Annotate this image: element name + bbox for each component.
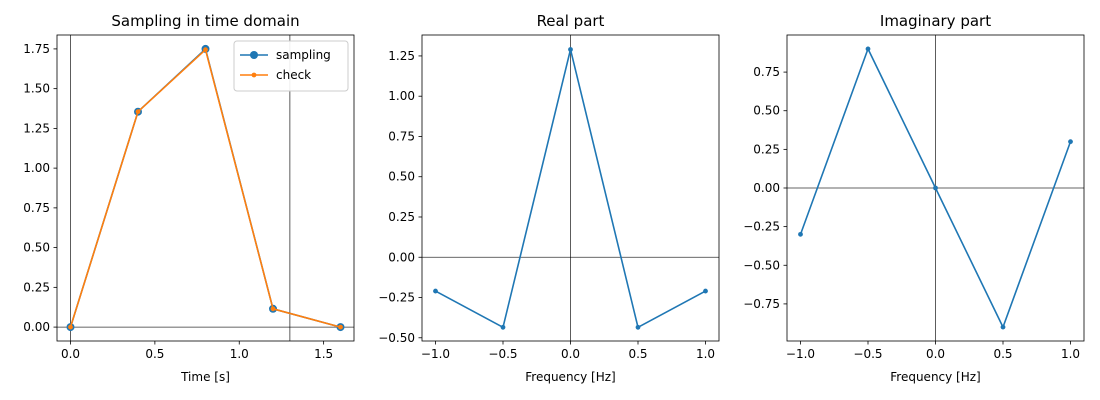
y-tick-label: 0.25	[753, 142, 780, 156]
data-point	[703, 288, 708, 294]
x-tick-label: 1.0	[230, 347, 249, 361]
data-point	[1068, 139, 1073, 145]
y-tick-label: −0.25	[743, 220, 780, 234]
y-tick-label: 0.75	[23, 201, 50, 215]
y-tick-label: 0.00	[753, 181, 780, 195]
x-tick-label: −0.5	[853, 347, 882, 361]
x-tick-label: 1.0	[1061, 347, 1080, 361]
legend-box	[233, 40, 349, 92]
y-tick-label: 1.75	[23, 42, 50, 56]
x-axis-label: Frequency [Hz]	[890, 370, 981, 384]
x-tick-label: 0.5	[993, 347, 1012, 361]
x-axis-label: Time [s]	[180, 370, 230, 384]
data-point	[568, 47, 573, 52]
data-point	[635, 324, 641, 330]
x-tick-label: 1.0	[696, 347, 715, 361]
y-tick-label: 0.00	[388, 250, 415, 264]
y-tick-label: −0.50	[743, 258, 780, 272]
data-point	[500, 324, 506, 330]
y-tick-label: 1.00	[23, 161, 50, 175]
x-tick-label: 0.5	[628, 347, 647, 361]
y-tick-label: 0.25	[388, 210, 415, 224]
x-axis-label: Frequency [Hz]	[525, 370, 616, 384]
y-tick-label: 1.50	[23, 82, 50, 96]
x-tick-label: 0.5	[145, 347, 164, 361]
y-tick-label: −0.75	[743, 297, 780, 311]
data-point	[933, 185, 938, 191]
y-tick-label: 1.25	[388, 49, 415, 63]
y-tick-label: 0.75	[753, 65, 780, 79]
axes-frame	[56, 34, 355, 342]
y-tick-label: 0.50	[388, 170, 415, 184]
y-tick-label: 0.25	[23, 280, 50, 294]
legend-label: sampling	[276, 48, 331, 62]
x-tick-label: 0.0	[561, 347, 580, 361]
legend-label: check	[276, 68, 311, 82]
y-tick-label: 1.25	[23, 121, 50, 135]
data-point	[433, 288, 438, 294]
legend-swatch-marker	[251, 72, 257, 78]
chart-title: Sampling in time domain	[111, 12, 299, 30]
data-point	[798, 231, 803, 237]
y-tick-label: −0.50	[378, 331, 415, 345]
y-tick-label: −0.25	[378, 291, 415, 305]
data-point	[338, 324, 343, 330]
x-tick-label: −0.5	[488, 347, 517, 361]
y-tick-label: 0.50	[753, 104, 780, 118]
subplot-2: Real part −1.0 −0.5 0.0 0.5 1.0 −0.50 −0.25 0.00…	[378, 12, 720, 384]
subplot-1: Sampling in time domain 0.0 0.5 1.0 1.5 0.00 0…	[23, 12, 355, 384]
y-tick-label: 0.50	[23, 241, 50, 255]
data-point	[135, 109, 141, 115]
x-tick-label: −1.0	[421, 347, 450, 361]
legend-swatch-marker	[250, 51, 258, 59]
chart-title: Real part	[537, 12, 605, 30]
x-tick-label: 0.0	[61, 347, 80, 361]
x-tick-label: 1.5	[314, 347, 333, 361]
y-tick-label: 0.75	[388, 129, 415, 143]
chart-title: Imaginary part	[880, 12, 991, 30]
data-point	[203, 47, 208, 53]
x-tick-label: −1.0	[786, 347, 815, 361]
data-point	[1000, 324, 1006, 330]
legend: sampling check	[233, 40, 349, 92]
x-tick-label: 0.0	[926, 347, 945, 361]
data-point	[68, 324, 73, 330]
y-tick-label: 0.00	[23, 320, 50, 334]
y-tick-label: 1.00	[388, 89, 415, 103]
subplot-3: Imaginary part −1.0 −0.5 0.0 0.5 1.0 −0.75 −0.5…	[743, 12, 1085, 384]
data-point	[270, 306, 276, 312]
data-point	[865, 46, 871, 52]
